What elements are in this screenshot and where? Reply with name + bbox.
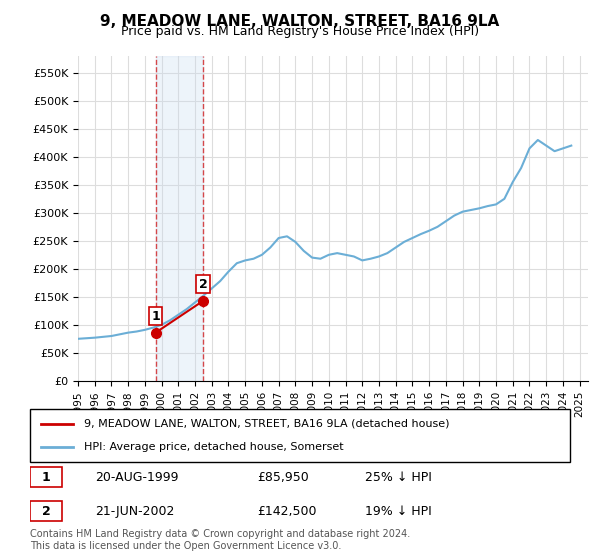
Text: 1: 1 xyxy=(42,470,50,484)
Text: Price paid vs. HM Land Registry's House Price Index (HPI): Price paid vs. HM Land Registry's House … xyxy=(121,25,479,38)
Text: 9, MEADOW LANE, WALTON, STREET, BA16 9LA (detached house): 9, MEADOW LANE, WALTON, STREET, BA16 9LA… xyxy=(84,419,449,429)
Text: £142,500: £142,500 xyxy=(257,505,316,518)
Text: Contains HM Land Registry data © Crown copyright and database right 2024.
This d: Contains HM Land Registry data © Crown c… xyxy=(30,529,410,551)
Text: 25% ↓ HPI: 25% ↓ HPI xyxy=(365,470,431,484)
FancyBboxPatch shape xyxy=(30,409,570,462)
Text: 2: 2 xyxy=(199,278,207,291)
Text: HPI: Average price, detached house, Somerset: HPI: Average price, detached house, Some… xyxy=(84,442,344,452)
Text: 1: 1 xyxy=(151,310,160,323)
Text: 9, MEADOW LANE, WALTON, STREET, BA16 9LA: 9, MEADOW LANE, WALTON, STREET, BA16 9LA xyxy=(100,14,500,29)
Text: 20-AUG-1999: 20-AUG-1999 xyxy=(95,470,178,484)
FancyBboxPatch shape xyxy=(30,467,62,487)
Text: £85,950: £85,950 xyxy=(257,470,308,484)
Text: 21-JUN-2002: 21-JUN-2002 xyxy=(95,505,174,518)
Text: 2: 2 xyxy=(42,505,50,518)
Bar xyxy=(155,56,203,381)
FancyBboxPatch shape xyxy=(30,501,62,521)
Text: 19% ↓ HPI: 19% ↓ HPI xyxy=(365,505,431,518)
